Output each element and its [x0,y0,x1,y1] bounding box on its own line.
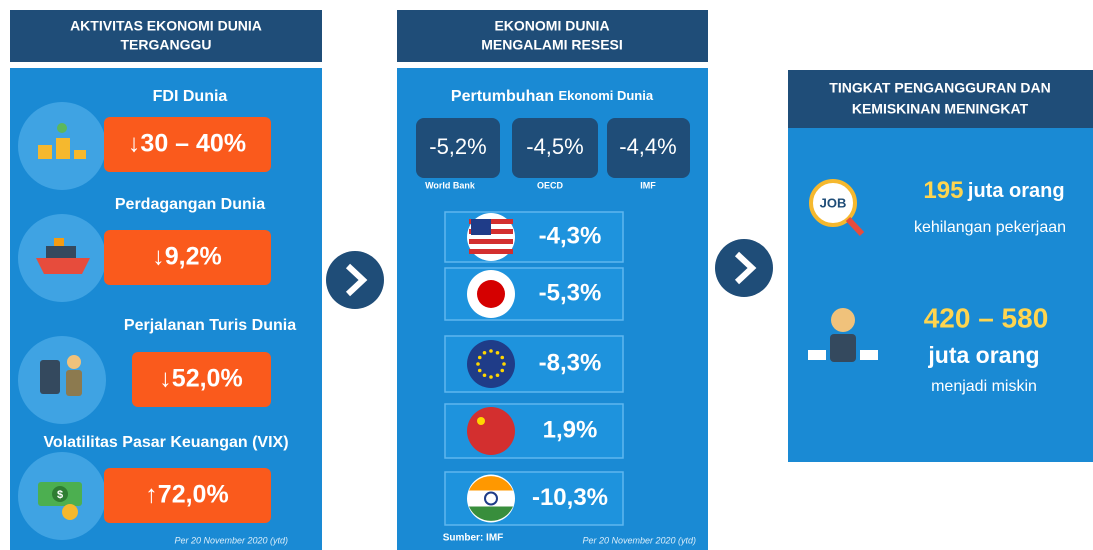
chevron [326,251,384,309]
forecast-source: IMF [640,180,656,190]
money-icon [38,482,82,520]
flag-canton [471,219,491,235]
source: Sumber: IMF [443,533,504,544]
value-box [104,230,271,285]
flag-star [500,368,505,373]
flag-star [482,350,487,355]
flag-star [489,349,493,353]
forecast-source: OECD [537,180,564,190]
forecast-box [512,118,598,178]
country-value: -10,3% [532,484,608,511]
chevron [715,239,773,297]
panel-title: KEMISKINAN MENINGKAT [852,101,1029,117]
country-value: -8,3% [539,349,602,376]
item-value: ↓9,2% [152,243,221,271]
value-box [132,352,271,407]
item-label: Volatilitas Pasar Keuangan (VIX) [43,434,288,451]
stat-desc: menjadi miskin [931,378,1037,395]
flag-star [477,355,482,360]
chevron-arrow [734,251,757,285]
flag [467,340,515,388]
value-box [104,117,271,172]
icon [18,336,106,424]
forecast-value: -5,2% [429,134,486,159]
tourist-icon [40,355,82,396]
item-value: ↓30 – 40% [128,130,246,158]
ship-icon [36,238,90,274]
flag-stripe [469,476,513,491]
value-box [104,468,271,523]
country-value: -4,3% [539,222,602,249]
note: Per 20 November 2020 (ytd) [174,535,288,545]
flag-star [477,417,485,425]
flag-star [482,373,487,378]
country-value: -5,3% [539,279,602,306]
flag-stripe [469,506,513,521]
flag [467,407,515,455]
panel-header [10,10,322,62]
forecast-box [607,118,690,178]
panel-title: AKTIVITAS EKONOMI DUNIA [70,18,262,34]
panel-title: TINGKAT PENGANGGURAN DAN [829,80,1050,96]
note: Per 20 November 2020 (ytd) [582,535,696,545]
panel-header [788,70,1093,128]
subtitle-bold: Pertumbuhan [451,88,554,105]
job-icon [809,179,865,237]
panel-title: TERGANGGU [121,37,212,53]
flag-star [495,350,500,355]
flag-stripe [469,239,513,244]
panel-header [397,10,708,62]
item-value: ↓52,0% [159,365,242,393]
flag-star [500,355,505,360]
item-label: Perjalanan Turis Dunia [124,317,296,334]
subtitle-rest: Ekonomi Dunia [558,88,653,103]
flag-star [489,375,493,379]
flag-star [476,362,480,366]
icon-text: JOB [820,195,847,210]
flag-star [495,373,500,378]
flag-stripe [469,249,513,254]
forecast-source: World Bank [425,180,476,190]
stat-headline: 195 juta orang [923,177,1064,204]
panel-title: EKONOMI DUNIA [494,18,609,34]
country-list: -4,3% -5,3% -8,3% 1,9% -10,3% [444,211,624,526]
flag-star [477,368,482,373]
item-label: FDI Dunia [153,88,228,105]
stat-number: 195 [923,177,963,204]
flag-star [502,362,506,366]
flag-wheel [484,491,498,506]
panel-title: MENGALAMI RESESI [481,37,623,53]
forecast-box [416,118,500,178]
stat-number: 420 – 580 [924,302,1049,333]
stat-desc: kehilangan pekerjaan [914,219,1066,236]
item-label: Perdagangan Dunia [115,196,265,213]
country-value: 1,9% [543,416,598,443]
forecast-value: -4,5% [526,134,583,159]
coin-icon [38,123,86,159]
stat-unit: juta orang [967,180,1065,202]
subtitle: Pertumbuhan Ekonomi Dunia [451,88,654,105]
flag-sun [477,280,505,308]
icon-text: $ [57,489,63,501]
poor-icon [808,308,878,362]
forecast-value: -4,4% [619,134,676,159]
stat-unit: juta orang [927,342,1039,368]
chevron-arrow [345,263,368,297]
item-value: ↑72,0% [145,481,228,509]
